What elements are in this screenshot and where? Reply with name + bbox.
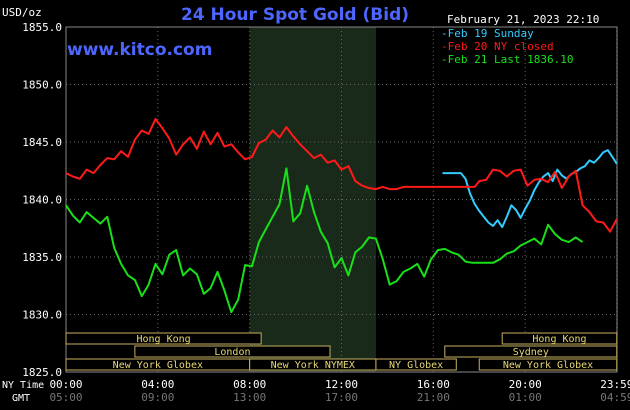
session-box (444, 345, 618, 358)
session-label: New York Globex (113, 360, 203, 371)
x-tick-label-ny: 23:59 (600, 378, 630, 391)
series-line-2 (65, 167, 584, 314)
session-label: London (214, 347, 250, 358)
y-tick-label: 1825.0 (22, 366, 62, 379)
x-axis-tick-labels: 00:00 04:00 08:00 12:00 16:00 20:00 23:59 05:00… (49, 378, 630, 404)
x-tick-label-gmt: 09:00 (141, 391, 174, 404)
x-tick-label-gmt: 05:00 (49, 391, 82, 404)
series-line-1 (65, 118, 618, 233)
session-label: New York NYMEX (271, 360, 355, 371)
x-tick-label-ny: 00:00 (49, 378, 82, 391)
session-label: NY Globex (389, 360, 443, 371)
x-tick-label-gmt: 21:00 (417, 391, 450, 404)
nymex-session-highlight (249, 27, 376, 372)
session-label: Hong Kong (532, 334, 586, 345)
timestamp: February 21, 2023 22:10 (447, 13, 599, 26)
x-tick-label-ny: 04:00 (141, 378, 174, 391)
ny-time-label: NY Time (2, 380, 44, 391)
x-tick-label-gmt: 13:00 (233, 391, 266, 404)
session-box (134, 345, 331, 358)
watermark-link[interactable]: www.kitco.com (67, 40, 212, 60)
legend-item-feb19: -Feb 19 Sunday (441, 27, 534, 40)
chart-title: 24 Hour Spot Gold (Bid) (181, 5, 409, 25)
y-tick-label: 1840.0 (22, 194, 62, 207)
x-tick-label-ny: 12:00 (325, 378, 358, 391)
session-label: New York Globex (503, 360, 593, 371)
session-box (375, 358, 457, 371)
y-tick-label: 1835.0 (22, 251, 62, 264)
y-axis-tick-labels: 1855.0 1850.0 1845.0 1840.0 1835.0 1830.0 1825… (22, 21, 62, 379)
session-box (501, 332, 618, 345)
series-line-0 (442, 149, 618, 229)
x-tick-label-gmt: 04:59 (600, 391, 630, 404)
market-sessions: Hong Kong Hong Kong London Sydney New York G… (65, 332, 618, 371)
unit-label: USD/oz (2, 6, 42, 19)
y-tick-label: 1855.0 (22, 21, 62, 34)
legend-item-feb20: -Feb 20 NY closed (441, 40, 554, 53)
plot-border (65, 26, 618, 373)
x-tick-label-ny: 16:00 (417, 378, 450, 391)
x-tick-label-ny: 20:00 (509, 378, 542, 391)
session-label: Hong Kong (136, 334, 190, 345)
session-box (478, 358, 618, 371)
y-tick-label: 1830.0 (22, 309, 62, 322)
x-tick-label-gmt: 01:00 (509, 391, 542, 404)
gmt-label: GMT (12, 393, 30, 404)
legend-item-feb21: -Feb 21 Last 1836.10 (441, 53, 573, 66)
session-box (65, 332, 262, 345)
x-tick-label-gmt: 17:00 (325, 391, 358, 404)
y-tick-label: 1850.0 (22, 79, 62, 92)
price-series (65, 118, 618, 314)
session-label: Sydney (513, 347, 549, 358)
x-tick-label-ny: 08:00 (233, 378, 266, 391)
y-tick-label: 1845.0 (22, 136, 62, 149)
legend: -Feb 19 Sunday -Feb 20 NY closed -Feb 21… (441, 27, 573, 66)
